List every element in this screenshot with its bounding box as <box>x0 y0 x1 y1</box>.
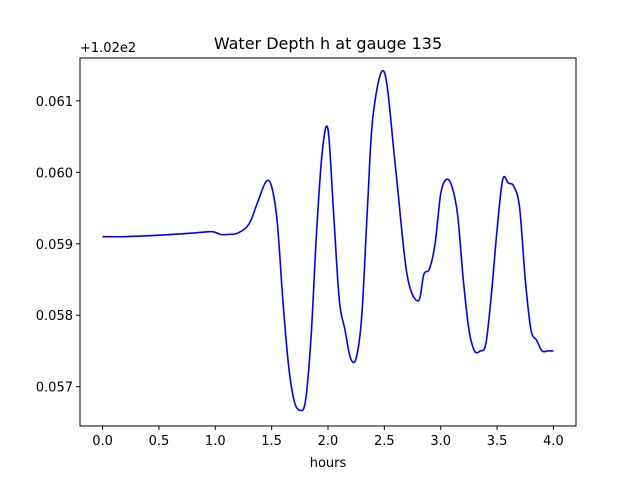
x-tick-label: 3.0 <box>430 434 451 449</box>
y-tick-label: 0.057 <box>36 381 73 396</box>
plot-area: 0.0 0.5 1.0 1.5 2.0 2.5 3.0 3.5 4.0 0.057 0.058 0.0… <box>36 57 577 449</box>
y-tick-label: 0.061 <box>36 95 73 110</box>
series-line-0 <box>102 69 554 412</box>
y-tick-label: 0.058 <box>36 309 73 324</box>
x-tick-label: 3.5 <box>487 434 508 449</box>
chart-title: Water Depth h at gauge 135 <box>214 34 442 53</box>
y-offset-label: +1.02e2 <box>80 41 136 56</box>
x-tick-label: 2.0 <box>318 434 339 449</box>
x-tick-label: 0.0 <box>92 434 113 449</box>
y-tick-label: 0.059 <box>36 238 73 253</box>
x-tick-label: 4.0 <box>543 434 564 449</box>
y-tick-label: 0.060 <box>36 166 73 181</box>
x-tick-label: 0.5 <box>149 434 170 449</box>
x-axis-label: hours <box>310 456 347 471</box>
x-tick-label: 1.0 <box>205 434 226 449</box>
x-tick-label: 1.5 <box>261 434 282 449</box>
x-tick-label: 2.5 <box>374 434 395 449</box>
